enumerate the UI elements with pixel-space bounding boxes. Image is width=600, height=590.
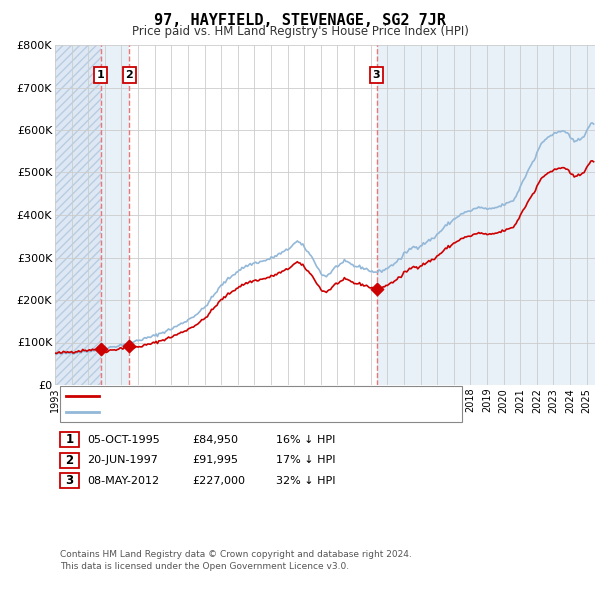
Bar xyxy=(101,45,129,385)
Bar xyxy=(55,45,101,385)
Text: £91,995: £91,995 xyxy=(192,455,238,465)
Text: 20-JUN-1997: 20-JUN-1997 xyxy=(87,455,158,465)
Text: £227,000: £227,000 xyxy=(192,476,245,486)
Text: Price paid vs. HM Land Registry's House Price Index (HPI): Price paid vs. HM Land Registry's House … xyxy=(131,25,469,38)
Text: £84,950: £84,950 xyxy=(192,435,238,444)
Text: 3: 3 xyxy=(65,474,74,487)
Text: 97, HAYFIELD, STEVENAGE, SG2 7JR (detached house): 97, HAYFIELD, STEVENAGE, SG2 7JR (detach… xyxy=(105,391,386,401)
Text: Contains HM Land Registry data © Crown copyright and database right 2024.: Contains HM Land Registry data © Crown c… xyxy=(60,550,412,559)
Point xyxy=(124,341,134,350)
Text: 17% ↓ HPI: 17% ↓ HPI xyxy=(276,455,335,465)
Text: 2: 2 xyxy=(65,454,74,467)
Text: 05-OCT-1995: 05-OCT-1995 xyxy=(87,435,160,444)
Point xyxy=(372,284,382,293)
Point xyxy=(96,344,106,353)
Text: 97, HAYFIELD, STEVENAGE, SG2 7JR: 97, HAYFIELD, STEVENAGE, SG2 7JR xyxy=(154,13,446,28)
Text: 1: 1 xyxy=(97,70,104,80)
Text: 1: 1 xyxy=(65,433,74,446)
Text: 3: 3 xyxy=(373,70,380,80)
Bar xyxy=(377,45,595,385)
Text: This data is licensed under the Open Government Licence v3.0.: This data is licensed under the Open Gov… xyxy=(60,562,349,571)
Text: 2: 2 xyxy=(125,70,133,80)
Text: 08-MAY-2012: 08-MAY-2012 xyxy=(87,476,159,486)
Text: 32% ↓ HPI: 32% ↓ HPI xyxy=(276,476,335,486)
Text: 16% ↓ HPI: 16% ↓ HPI xyxy=(276,435,335,444)
Text: HPI: Average price, detached house, Stevenage: HPI: Average price, detached house, Stev… xyxy=(105,407,353,417)
